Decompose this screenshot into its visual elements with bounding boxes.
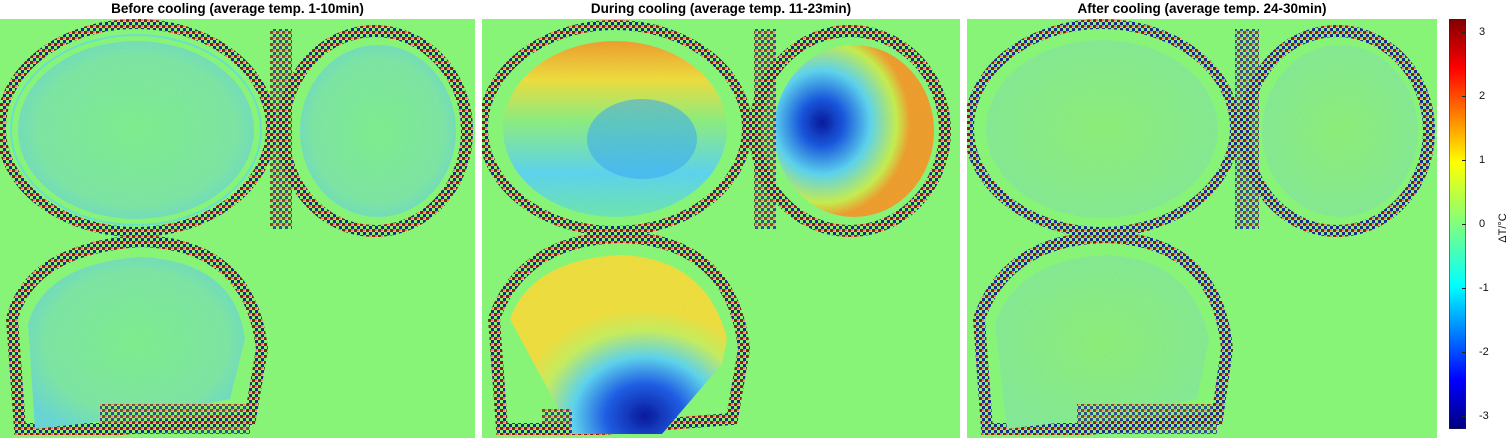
colorbar-tick-mark — [1462, 352, 1466, 354]
panel-after-cooling — [967, 19, 1437, 438]
colorbar-tick-mark — [1462, 288, 1466, 290]
panel-title-before: Before cooling (average temp. 1-10min) — [111, 1, 364, 16]
colorbar-tick-label: 2 — [1479, 89, 1486, 102]
colorbar-tick-label: -1 — [1479, 282, 1489, 295]
colorbar-tick-mark — [1462, 31, 1466, 33]
colorbar-tick-mark — [1462, 224, 1466, 225]
colorbar-tick-label: 1 — [1479, 153, 1486, 166]
colorbar-tick-mark — [1462, 95, 1466, 97]
temperature-map-before — [0, 19, 473, 435]
colorbar-tick-label: -2 — [1479, 346, 1489, 359]
panel-title-after: After cooling (average temp. 24-30min) — [1077, 1, 1327, 16]
panel-during-cooling — [482, 19, 960, 438]
colorbar-gradient — [1449, 19, 1466, 429]
colorbar-tick-label: 0 — [1479, 218, 1486, 230]
temperature-map-after — [967, 19, 1435, 435]
colorbar-label: ΔT/°C — [1497, 213, 1509, 243]
colorbar-tick-mark — [1462, 416, 1466, 418]
panel-title-during: During cooling (average temp. 11-23min) — [590, 1, 852, 16]
colorbar-tick-label: 3 — [1479, 25, 1486, 38]
colorbar-tick-label: -3 — [1479, 410, 1489, 423]
temperature-map-during — [482, 20, 951, 435]
panel-before-cooling — [0, 19, 475, 438]
colorbar-tick-mark — [1462, 159, 1466, 161]
